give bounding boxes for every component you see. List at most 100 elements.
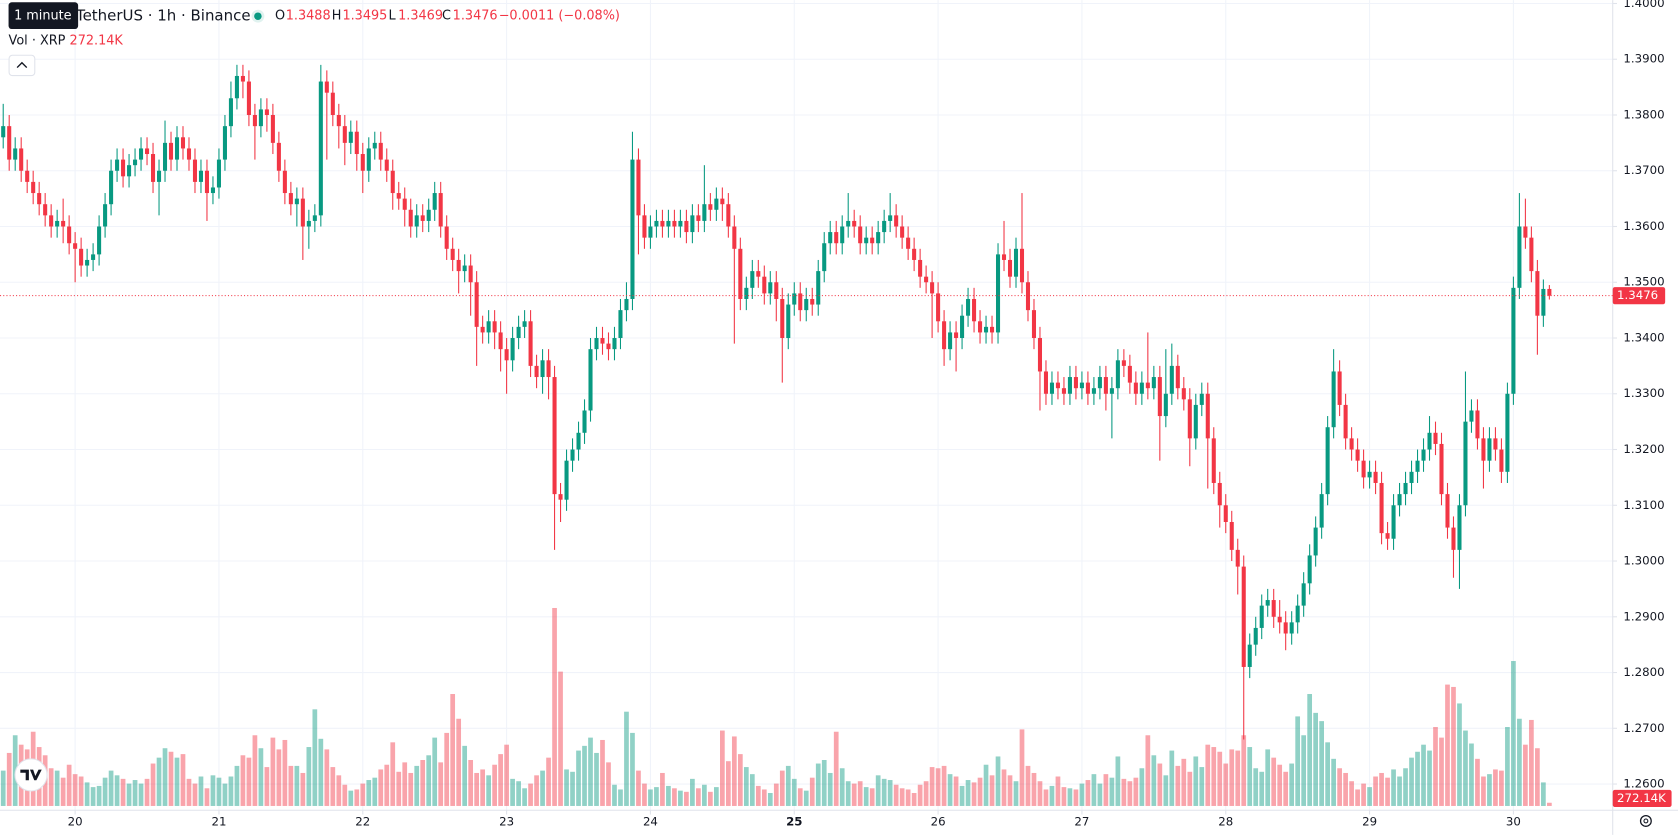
volume-bar (1037, 781, 1043, 806)
volume-bar (1121, 778, 1127, 806)
volume-bar (857, 781, 863, 806)
volume-bar (564, 769, 569, 806)
y-tick-label: 1.3600 (1623, 219, 1664, 233)
candle-body (1133, 382, 1138, 394)
volume-bar (797, 788, 803, 806)
volume-bar (719, 730, 725, 806)
volume-bar (1277, 764, 1283, 806)
candle-body (780, 298, 785, 339)
volume-bar (210, 775, 216, 806)
volume-bar (432, 737, 438, 806)
candle-body (1469, 410, 1474, 422)
last-volume-tag (1612, 789, 1672, 808)
candle-body (1163, 393, 1168, 417)
last-price-label: 1.3476 (1617, 288, 1658, 302)
volume-bar (1529, 719, 1534, 806)
candle-body (852, 220, 857, 227)
volume-bar (1073, 789, 1079, 806)
y-tick-label: 1.2600 (1623, 777, 1664, 791)
candle-body (438, 193, 443, 227)
candle-body (1445, 494, 1450, 528)
volume-bar (1337, 768, 1342, 806)
volume-bar (144, 778, 150, 806)
candle-body (210, 187, 215, 194)
volume-bar (1301, 735, 1307, 806)
volume-bar (1325, 742, 1330, 806)
candle-body (768, 282, 773, 294)
volume-bar (1373, 776, 1378, 806)
settings-icon[interactable] (1639, 814, 1652, 827)
candle-body (372, 142, 377, 149)
candle-body (402, 198, 407, 210)
candle-body (864, 237, 869, 244)
y-tick-label: 1.2900 (1623, 609, 1664, 623)
volume-bar (1319, 721, 1324, 806)
volume-bar (1499, 770, 1504, 806)
volume-bar (1457, 703, 1462, 806)
candle-body (636, 159, 641, 216)
volume-bar (558, 671, 563, 806)
volume-bar (408, 772, 414, 806)
volume-bar (1415, 751, 1420, 806)
candle-body (1451, 527, 1456, 550)
volume-bar (1109, 777, 1115, 806)
volume-bar (54, 770, 60, 806)
volume-bar (1475, 758, 1480, 806)
volume-bar (696, 788, 701, 806)
volume-bar (486, 775, 491, 806)
volume-bar (767, 793, 773, 806)
last-price-tag (1612, 287, 1666, 305)
candle-body (924, 276, 929, 283)
legend-label: C (442, 9, 451, 24)
volume-bar (252, 735, 258, 806)
volume-bar (372, 777, 378, 806)
volume-bar (1421, 744, 1426, 806)
volume-bar (1283, 771, 1289, 806)
volume-bar (1481, 776, 1486, 806)
volume-bar (420, 760, 426, 806)
candle-body (702, 204, 707, 221)
volume-bar (935, 768, 941, 806)
volume-bar (78, 776, 84, 806)
candle-body (468, 265, 473, 283)
volume-bar (444, 732, 450, 806)
volume-bar (132, 780, 138, 806)
volume-bar (1517, 718, 1522, 806)
candle-body (288, 193, 293, 205)
volume-bar (150, 763, 156, 806)
volume-bar (6, 752, 12, 806)
candle-body (900, 226, 905, 238)
candle-body (708, 204, 713, 210)
candle-body (1211, 438, 1216, 483)
candle-body (1151, 377, 1156, 389)
candle-body (1427, 432, 1432, 450)
candle-body (204, 170, 210, 194)
y-tick-label: 1.3700 (1623, 163, 1664, 177)
candle-body (1, 126, 6, 138)
volume-bar (977, 777, 983, 806)
y-tick-label: 1.3500 (1623, 275, 1664, 289)
volume-bar (462, 745, 468, 806)
candle-body (552, 377, 557, 495)
candle-body (804, 298, 809, 311)
settings-gear[interactable] (1639, 814, 1652, 827)
candle-body (1181, 388, 1186, 400)
collapse-button[interactable] (8, 54, 36, 77)
candle-body (834, 232, 839, 244)
volume-bar (1193, 756, 1199, 806)
volume-bar (851, 783, 857, 806)
legend: TetherUS · 1h · Binance 1 minute O 1.348… (8, 2, 620, 77)
volume-bar (755, 785, 761, 806)
candle-body (606, 343, 611, 350)
volume-bar (1463, 730, 1468, 806)
candle-body (570, 449, 575, 461)
candle-body (37, 193, 42, 205)
candle-body (1523, 226, 1528, 238)
candle-body (1169, 365, 1174, 394)
volume-bar (1493, 769, 1498, 806)
candle-body (978, 321, 983, 333)
candle-body (85, 259, 90, 266)
volume-bar (114, 775, 120, 806)
volume-bar (294, 765, 300, 806)
